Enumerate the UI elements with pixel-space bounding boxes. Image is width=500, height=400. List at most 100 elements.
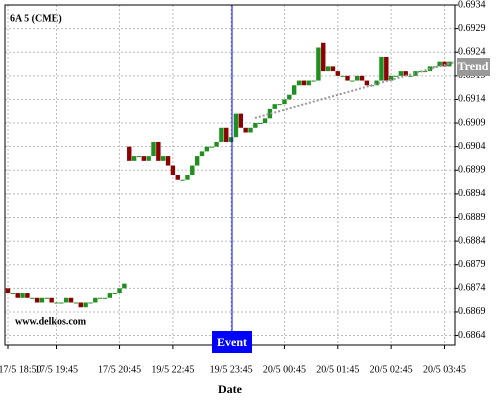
candle-body	[287, 94, 292, 100]
candle-body	[306, 80, 311, 86]
candle-body	[107, 293, 113, 298]
y-tick-label: 0.6864	[458, 330, 486, 341]
candle-body	[161, 156, 166, 161]
candle-body	[272, 104, 277, 109]
candle-body	[190, 165, 195, 175]
trend-label: Trend	[458, 59, 489, 73]
candle-body	[267, 108, 273, 119]
candle-body	[5, 288, 11, 294]
candle-body	[39, 297, 45, 303]
candle-body	[355, 75, 360, 81]
trend-line	[254, 61, 456, 119]
x-axis-title: Date	[218, 382, 243, 396]
x-tick-label: 19/5 22:45	[151, 364, 194, 375]
candle-body	[194, 156, 200, 166]
candle-body	[238, 113, 243, 128]
y-tick-label: 0.6894	[458, 188, 486, 199]
y-tick-label: 0.6899	[458, 165, 486, 176]
candle-body	[321, 42, 326, 72]
candle-body	[131, 156, 137, 161]
candle-body	[335, 71, 340, 76]
candle-body	[93, 297, 98, 303]
candle-body	[422, 71, 428, 73]
candle-body	[219, 127, 224, 142]
y-tick-label: 0.6924	[458, 47, 486, 58]
candle-body	[379, 56, 384, 81]
chart-title: 6A 5 (CME)	[10, 13, 62, 24]
y-tick-label: 0.6914	[458, 94, 486, 105]
candle-body	[175, 175, 180, 180]
candle-body	[228, 137, 234, 142]
candle-body	[233, 113, 239, 138]
candle-body	[413, 71, 418, 76]
candle-body	[151, 141, 156, 157]
x-tick-label: 20/5 00:45	[263, 364, 306, 375]
candle-body	[432, 66, 437, 68]
candle-body	[325, 66, 331, 72]
x-tick-label: 17/5 18:50	[0, 364, 42, 375]
candle-body	[141, 156, 146, 161]
candle-body	[418, 71, 423, 73]
candle-body	[44, 297, 49, 299]
event-label: Event	[217, 335, 247, 349]
x-tick-label: 20/5 01:45	[316, 364, 359, 375]
y-tick-label: 0.6909	[458, 117, 486, 128]
candle-body	[291, 85, 297, 95]
candle-body	[282, 99, 287, 105]
y-tick-label: 0.6869	[458, 306, 486, 317]
candle-body	[146, 156, 151, 161]
candle-body	[393, 75, 399, 77]
x-tick-label: 20/5 02:45	[370, 364, 413, 375]
candle-body	[330, 66, 336, 72]
candle-body	[408, 75, 413, 77]
candle-body	[156, 141, 161, 161]
y-tick-label: 0.6874	[458, 283, 486, 294]
candle-body	[209, 146, 214, 148]
candle-body	[180, 179, 185, 181]
watermark: www.delkos.com	[15, 316, 87, 327]
candle-body	[97, 297, 103, 299]
y-tick-label: 0.6904	[458, 141, 486, 152]
candle-body	[374, 80, 379, 86]
candle-body	[398, 71, 404, 76]
candle-body	[345, 75, 350, 81]
candle-body	[78, 302, 83, 308]
candle-body	[73, 302, 79, 304]
candle-body	[88, 302, 93, 304]
y-tick-label: 0.6934	[458, 0, 486, 10]
candle-body	[243, 127, 248, 133]
candle-body	[258, 123, 263, 125]
candle-body	[122, 283, 127, 289]
candle-body	[170, 165, 176, 175]
x-tick-label: 19/5 23:45	[210, 364, 253, 375]
candle-body	[30, 297, 35, 299]
x-tick-label: 17/5 20:45	[98, 364, 141, 375]
candle-body	[350, 80, 355, 82]
candle-body	[214, 141, 219, 147]
x-tick-label: 17/5 19:45	[35, 364, 78, 375]
candle-body	[388, 75, 394, 81]
candle-body	[34, 297, 40, 303]
candle-body	[199, 151, 205, 157]
y-tick-label: 0.6884	[458, 235, 486, 246]
candle-body	[224, 127, 229, 142]
candle-body	[403, 71, 408, 76]
candle-body	[296, 80, 302, 86]
candle-body	[117, 288, 122, 294]
candle-body	[165, 156, 171, 166]
candle-body	[136, 156, 142, 158]
candle-body	[83, 302, 88, 308]
candle-body	[277, 104, 282, 106]
candle-body	[68, 297, 74, 303]
candle-body	[384, 56, 389, 81]
candle-body	[437, 61, 442, 67]
candle-body	[10, 293, 16, 295]
candle-body	[112, 293, 117, 295]
y-tick-label: 0.6879	[458, 259, 486, 270]
candle-body	[102, 297, 108, 299]
candle-body	[253, 123, 258, 128]
y-tick-label: 0.6929	[458, 23, 486, 34]
candle-body	[359, 75, 365, 81]
candle-body	[64, 297, 69, 303]
